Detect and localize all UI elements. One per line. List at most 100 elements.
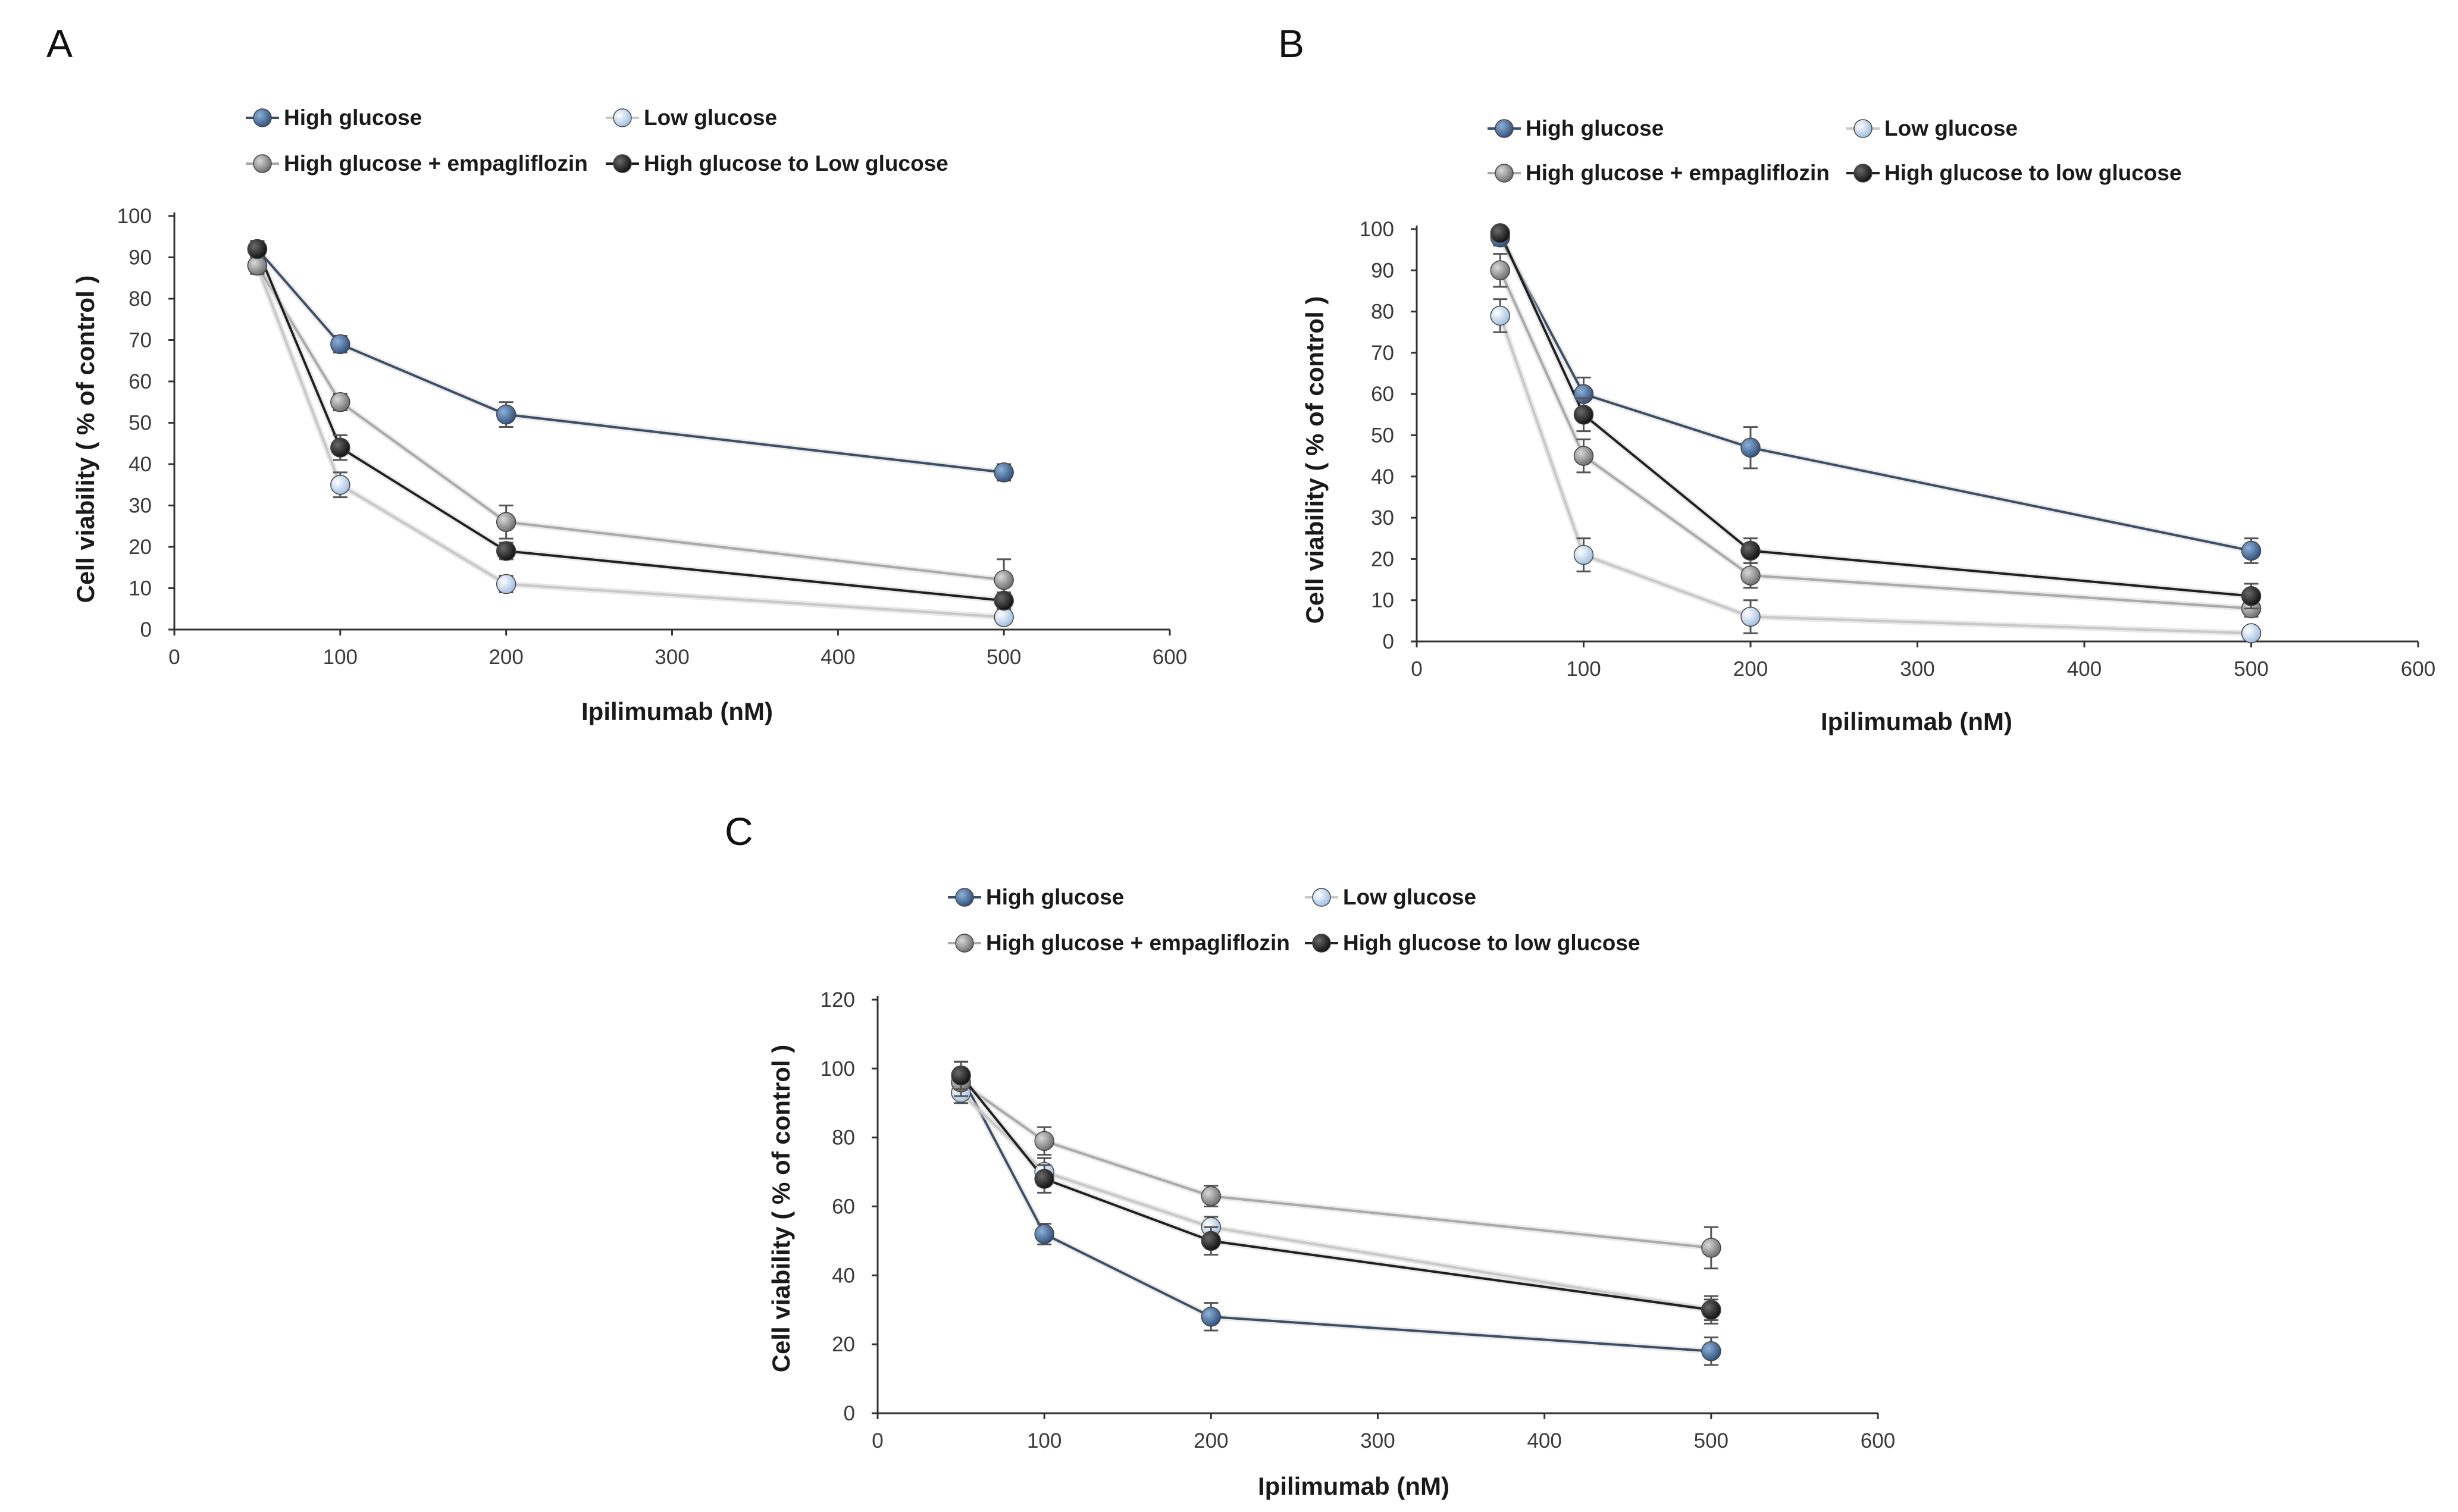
series-line-high-to-low-glucose — [1499, 233, 2252, 597]
series-line-high-glucose — [960, 1075, 1711, 1353]
data-point-empagliflozin — [1573, 446, 1594, 466]
y-tick-label: 10 — [1371, 589, 1394, 612]
data-point-high-to-low-glucose — [1201, 1231, 1222, 1251]
data-point-low-glucose — [330, 475, 350, 495]
y-tick-label: 60 — [1371, 383, 1394, 406]
series-line-shadow-high-glucose — [255, 247, 1004, 475]
y-tick-label: 20 — [832, 1333, 855, 1356]
y-tick-label: 50 — [1371, 424, 1394, 447]
y-tick-label: 40 — [129, 453, 152, 476]
data-point-empagliflozin — [994, 569, 1014, 590]
legend-label: High glucose to low glucose — [1884, 161, 2182, 185]
data-point-low-glucose — [1490, 305, 1510, 326]
chart-panel-c: C High glucose Low glucose High glucose + … — [725, 809, 1895, 1500]
x-tick-label: 0 — [168, 646, 180, 669]
data-point-high-glucose — [2241, 540, 2262, 561]
series-line-low-glucose — [256, 265, 1004, 619]
data-point-low-glucose — [496, 574, 516, 594]
legend-label: High glucose to Low glucose — [644, 151, 948, 176]
legend-marker-icon — [253, 154, 272, 173]
legend-a: High glucose Low glucose High glucose + em… — [246, 105, 948, 176]
series-line-shadow-high-to-low-glucose — [1497, 231, 2252, 599]
y-tick-label: 60 — [129, 370, 152, 393]
data-point-high-glucose — [496, 404, 516, 425]
y-axis-title-b: Cell viability ( % of control ) — [1301, 296, 1329, 624]
legend-marker-icon — [1853, 119, 1873, 138]
legend-c: High glucose Low glucose High glucose + em… — [948, 885, 1640, 955]
series-line-shadow-empagliflozin — [959, 1079, 1712, 1251]
panel-label-c: C — [725, 809, 753, 853]
data-point-high-to-low-glucose — [994, 590, 1014, 611]
y-axis-title-c: Cell viability ( % of control ) — [767, 1045, 795, 1373]
chart-panel-a: A High glucose Low glucose High glucose + … — [46, 21, 1187, 725]
y-tick-label: 50 — [129, 412, 152, 435]
data-point-high-to-low-glucose — [1034, 1169, 1054, 1189]
legend-marker-icon — [955, 934, 974, 953]
data-point-empagliflozin — [1490, 260, 1510, 281]
y-tick-label: 100 — [1360, 218, 1394, 241]
x-tick-label: 200 — [1733, 658, 1768, 681]
legend-marker-icon — [955, 888, 974, 907]
data-point-high-to-low-glucose — [247, 239, 268, 259]
legend-item-low-glucose: Low glucose — [1846, 116, 2018, 140]
series-line-shadow-low-glucose — [959, 1090, 1712, 1313]
data-point-empagliflozin — [1201, 1186, 1222, 1206]
legend-label: Low glucose — [1884, 116, 2018, 140]
series-line-shadow-high-glucose — [1497, 236, 2252, 554]
legend-item-low-glucose: Low glucose — [1305, 885, 1476, 909]
x-axis-title-b: Ipilimumab (nM) — [1821, 708, 2012, 735]
y-tick-label: 80 — [1371, 300, 1394, 324]
legend-label: High glucose + empagliflozin — [1526, 161, 1830, 185]
legend-label: High glucose + empagliflozin — [986, 931, 1290, 955]
series-line-low-glucose — [1499, 315, 2252, 635]
legend-item-high-glucose: High glucose — [1488, 116, 1664, 140]
legend-item-empagliflozin: High glucose + empagliflozin — [1488, 161, 1830, 185]
x-tick-label: 500 — [1694, 1429, 1729, 1452]
y-tick-label: 100 — [821, 1057, 855, 1081]
data-point-high-glucose — [1740, 437, 1761, 458]
series-line-low-glucose — [960, 1091, 1712, 1311]
data-point-empagliflozin — [330, 392, 350, 412]
data-point-empagliflozin — [1701, 1238, 1721, 1258]
series-line-shadow-high-to-low-glucose — [959, 1073, 1712, 1313]
y-tick-label: 100 — [117, 205, 152, 228]
legend-marker-icon — [1495, 119, 1514, 138]
data-point-high-glucose — [1034, 1224, 1054, 1244]
y-tick-label: 40 — [1371, 465, 1394, 489]
x-tick-label: 200 — [1194, 1429, 1228, 1452]
chart-panel-b: B High glucose Low glucose High glucose + … — [1278, 21, 2435, 735]
x-tick-label: 400 — [821, 646, 855, 669]
series-line-high-to-low-glucose — [960, 1075, 1712, 1311]
data-point-high-glucose — [330, 334, 350, 355]
series-line-high-to-low-glucose — [256, 248, 1004, 602]
y-tick-label: 70 — [1371, 342, 1394, 365]
data-point-high-to-low-glucose — [1740, 540, 1761, 561]
x-tick-label: 0 — [872, 1429, 883, 1452]
legend-marker-icon — [1495, 164, 1514, 183]
x-tick-label: 300 — [655, 646, 689, 669]
data-point-high-to-low-glucose — [951, 1065, 971, 1086]
data-point-low-glucose — [2241, 623, 2262, 643]
series-line-high-glucose — [1499, 236, 2252, 552]
x-tick-label: 500 — [987, 646, 1021, 669]
data-point-high-glucose — [1701, 1341, 1721, 1361]
y-tick-label: 80 — [129, 287, 152, 311]
series-line-empagliflozin — [960, 1081, 1712, 1249]
y-axis-title-a: Cell viability ( % of control ) — [71, 276, 99, 603]
y-tick-label: 30 — [1371, 506, 1394, 530]
x-axis-title-a: Ipilimumab (nM) — [581, 697, 773, 725]
legend-item-high-to-low-glucose: High glucose to Low glucose — [606, 151, 948, 176]
legend-marker-icon — [253, 108, 272, 127]
series-line-high-glucose — [256, 248, 1004, 474]
x-tick-label: 300 — [1360, 1429, 1395, 1452]
x-tick-label: 300 — [1900, 658, 1934, 681]
panel-label-b: B — [1278, 21, 1304, 65]
data-point-high-to-low-glucose — [2241, 586, 2262, 606]
x-axis-title-c: Ipilimumab (nM) — [1258, 1472, 1449, 1500]
legend-label: Low glucose — [644, 105, 777, 130]
legend-item-low-glucose: Low glucose — [606, 105, 777, 130]
x-tick-label: 400 — [1527, 1429, 1561, 1452]
series-line-shadow-high-glucose — [958, 1074, 1712, 1354]
legend-label: High glucose — [284, 105, 422, 130]
legend-marker-icon — [1853, 164, 1873, 183]
